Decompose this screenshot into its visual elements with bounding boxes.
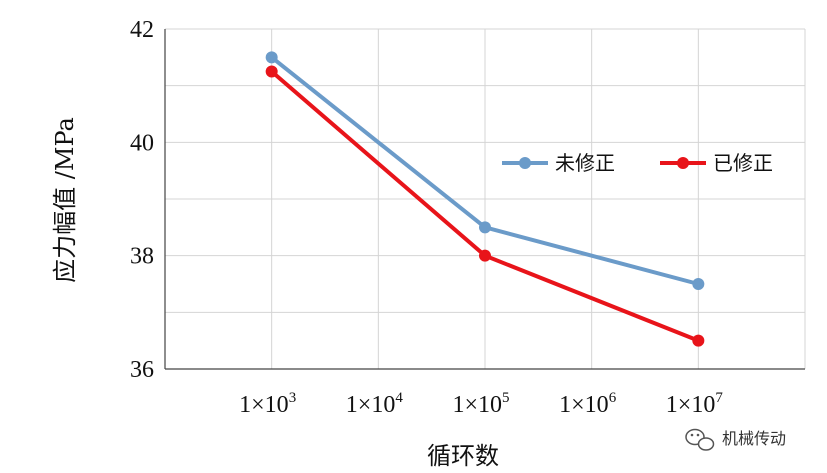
x-tick-label: 1×106 (559, 390, 617, 418)
series-2 (265, 65, 705, 347)
axes (164, 29, 805, 370)
y-tick-label: 42 (130, 17, 154, 43)
series-group (265, 51, 705, 347)
legend-label: 已修正 (713, 151, 773, 175)
legend-swatch-marker (677, 157, 689, 169)
y-tick-label: 38 (130, 244, 154, 270)
x-tick-label: 1×103 (239, 390, 296, 418)
data-point (265, 65, 278, 78)
x-tick-label: 1×104 (346, 390, 404, 418)
x-tick-label: 1×107 (666, 390, 724, 418)
x-axis-title: 循环数 (427, 442, 499, 470)
watermark: 机械传动 (685, 428, 786, 451)
y-axis-title: 应力幅值 /MPa (51, 117, 79, 283)
y-tick-label: 36 (130, 357, 154, 383)
legend: 未修正 已修正 (502, 151, 773, 175)
y-tick-label: 40 (130, 130, 154, 156)
legend-swatch-marker (519, 157, 531, 169)
watermark-text: 机械传动 (722, 429, 786, 448)
x-tick-label: 1×105 (452, 390, 509, 418)
grid (164, 28, 806, 370)
x-tick-labels: 1×103 1×104 1×105 1×106 1×107 (239, 390, 723, 418)
y-tick-labels: 36 38 40 42 (130, 17, 154, 383)
legend-item-1: 未修正 (502, 151, 615, 175)
legend-label: 未修正 (555, 151, 615, 175)
series-1 (265, 51, 705, 290)
data-point (479, 249, 491, 262)
wechat-icon (685, 428, 715, 451)
legend-item-2: 已修正 (660, 151, 773, 175)
data-point (692, 278, 705, 290)
data-point (265, 51, 278, 64)
data-point (479, 221, 491, 234)
data-point (692, 334, 705, 347)
